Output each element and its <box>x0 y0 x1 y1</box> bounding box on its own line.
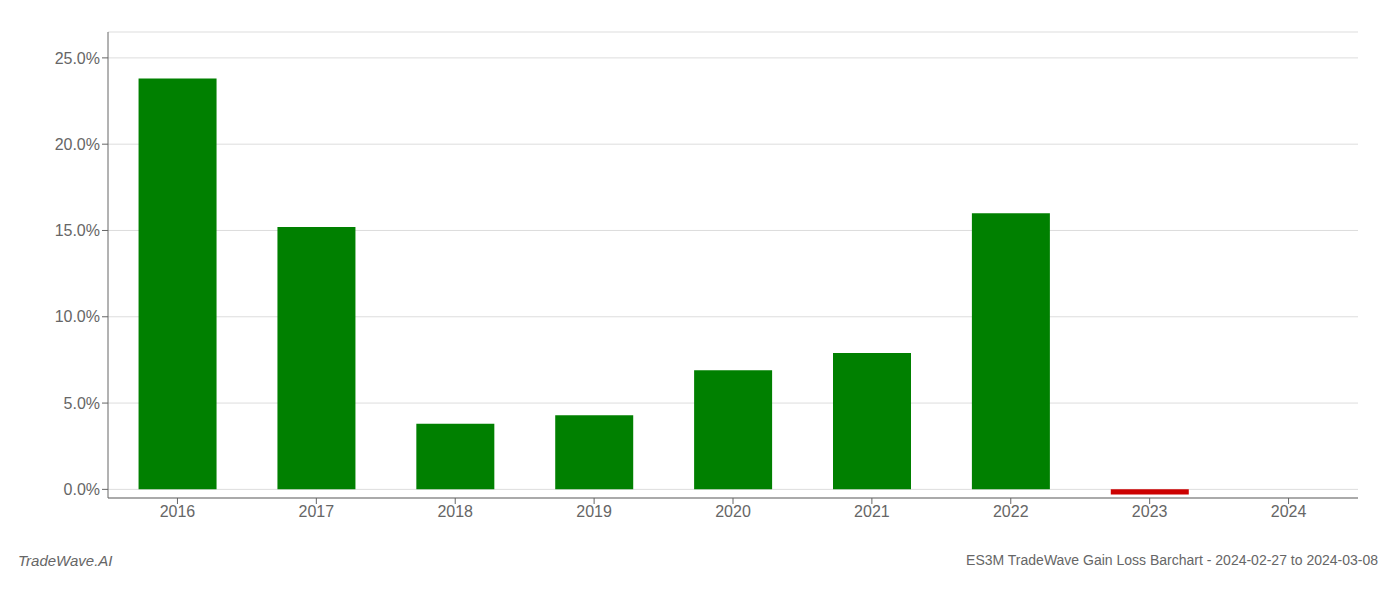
svg-text:2020: 2020 <box>715 503 751 520</box>
svg-text:2021: 2021 <box>854 503 890 520</box>
html-text:ES3M TradeWave Gain Loss Barch: ES3M TradeWave Gain Loss Barchart - 2024… <box>966 552 1378 568</box>
svg-text:5.0%: 5.0% <box>64 395 100 412</box>
svg-text:15.0%: 15.0% <box>55 222 100 239</box>
svg-text:20.0%: 20.0% <box>55 136 100 153</box>
svg-text:2017: 2017 <box>299 503 335 520</box>
svg-text:2018: 2018 <box>437 503 473 520</box>
html-text:TradeWave.AI: TradeWave.AI <box>18 552 113 569</box>
svg-text:10.0%: 10.0% <box>55 308 100 325</box>
svg-text:2023: 2023 <box>1132 503 1168 520</box>
svg-text:0.0%: 0.0% <box>64 481 100 498</box>
svg-text:2016: 2016 <box>160 503 196 520</box>
svg-text:25.0%: 25.0% <box>55 50 100 67</box>
svg-text:2019: 2019 <box>576 503 612 520</box>
svg-text:2024: 2024 <box>1271 503 1307 520</box>
svg-text:2022: 2022 <box>993 503 1029 520</box>
